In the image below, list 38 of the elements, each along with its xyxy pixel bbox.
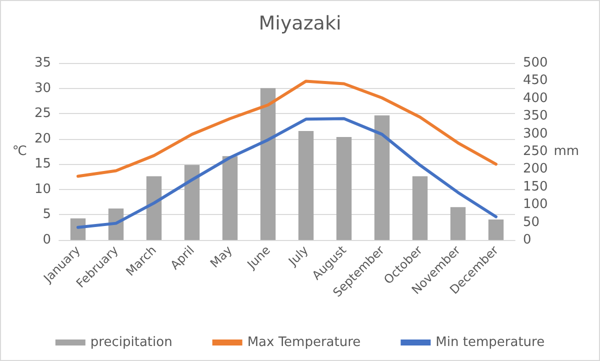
y2-tick-label: 450 <box>523 73 548 88</box>
y-tick-label: 5 <box>42 207 51 222</box>
y2-tick-label: 200 <box>523 162 548 177</box>
bar <box>184 164 200 240</box>
y-tick-label: 0 <box>42 232 51 248</box>
bar <box>70 218 86 240</box>
y-axis-title: ℃ <box>12 144 27 159</box>
line-series <box>76 80 498 178</box>
y2-tick-label: 250 <box>523 144 548 159</box>
y2-tick-label: 400 <box>523 90 548 106</box>
y-tick-label: 30 <box>34 80 51 96</box>
line-series <box>76 117 498 229</box>
y2-tick-label: 0 <box>523 232 532 248</box>
y2-tick-label: 50 <box>523 214 540 230</box>
bar <box>488 219 504 240</box>
y2-tick-label: 300 <box>523 126 548 142</box>
chart-title: Miyazaki <box>258 12 342 34</box>
bar <box>374 115 390 240</box>
bar <box>412 176 428 240</box>
y2-tick-label: 150 <box>523 179 548 194</box>
bar <box>260 88 276 240</box>
legend-label: Min temperature <box>436 335 545 350</box>
y-tick-label: 20 <box>34 131 51 146</box>
bar <box>336 136 352 240</box>
bar <box>222 156 238 240</box>
legend-label: precipitation <box>90 335 172 350</box>
y2-tick-label: 100 <box>523 197 548 212</box>
y2-tick-label: 500 <box>523 56 548 70</box>
legend-label: Max Temperature <box>247 335 361 350</box>
bar <box>146 176 162 240</box>
y-tick-label: 10 <box>34 182 51 197</box>
y-tick-label: 25 <box>34 106 51 122</box>
bar <box>450 207 466 240</box>
y2-axis-title: mm <box>554 144 580 159</box>
bar <box>298 130 314 240</box>
y2-tick-label: 350 <box>523 108 548 124</box>
y-tick-label: 35 <box>34 56 51 70</box>
y-tick-label: 15 <box>34 156 51 172</box>
